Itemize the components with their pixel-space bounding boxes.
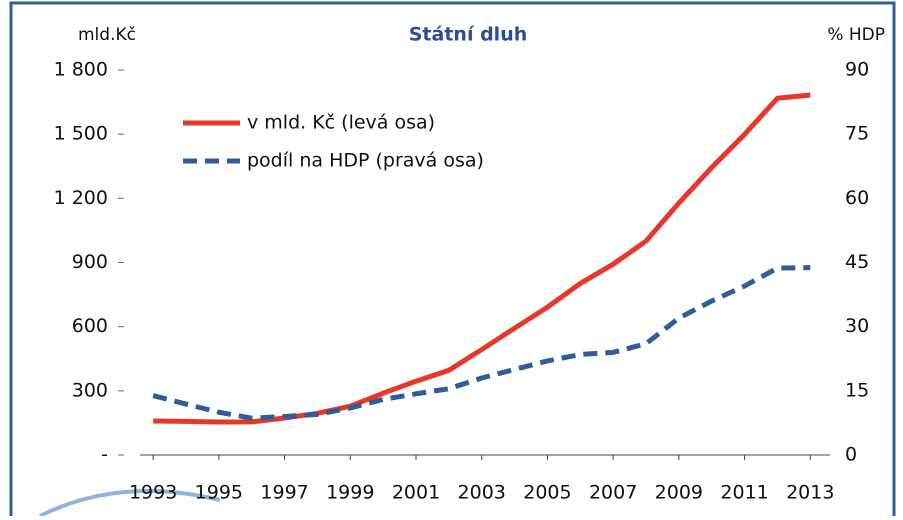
legend-label: v mld. Kč (levá osa): [247, 112, 435, 134]
series-line: [152, 265, 811, 421]
x-tick-label: 1999: [326, 482, 374, 504]
chart-title: Státní dluh: [409, 24, 528, 46]
y2-tick-label: 45: [845, 251, 869, 273]
y2-axis-title: % HDP: [827, 25, 885, 45]
y-tick-label: 300: [72, 379, 108, 401]
x-tick-label: 2009: [655, 482, 703, 504]
y-axis-title: mld.Kč: [78, 25, 136, 45]
legend-label: podíl na HDP (pravá osa): [247, 150, 484, 172]
y-tick-label: 1 800: [54, 59, 108, 81]
y-tick-label: 1 200: [54, 187, 108, 209]
y-tick-label: 900: [72, 251, 108, 273]
x-tick-label: 2001: [392, 482, 440, 504]
y-tick-label: 1 500: [54, 123, 108, 145]
y2-tick-label: 0: [845, 444, 857, 466]
x-tick-label: 1995: [195, 482, 243, 504]
x-tick-label: 2003: [458, 482, 506, 504]
x-tick-label: 2013: [786, 482, 834, 504]
x-tick-label: 2007: [589, 482, 637, 504]
decoration: [39, 489, 221, 518]
y2-tick-label: 15: [845, 379, 869, 401]
series-line: [153, 92, 811, 425]
x-tick-label: 2011: [720, 482, 768, 504]
x-tick-label: 1997: [260, 482, 308, 504]
y2-tick-label: 30: [845, 315, 869, 337]
y2-tick-label: 60: [845, 187, 869, 209]
frame: [9, 1, 896, 520]
y2-tick-label: 90: [845, 59, 869, 81]
y2-tick-label: 75: [845, 123, 869, 145]
y-tick-label: -: [101, 444, 108, 466]
y-tick-label: 600: [72, 315, 108, 337]
x-tick-label: 2005: [523, 482, 571, 504]
x-tick-label: 1993: [129, 482, 177, 504]
